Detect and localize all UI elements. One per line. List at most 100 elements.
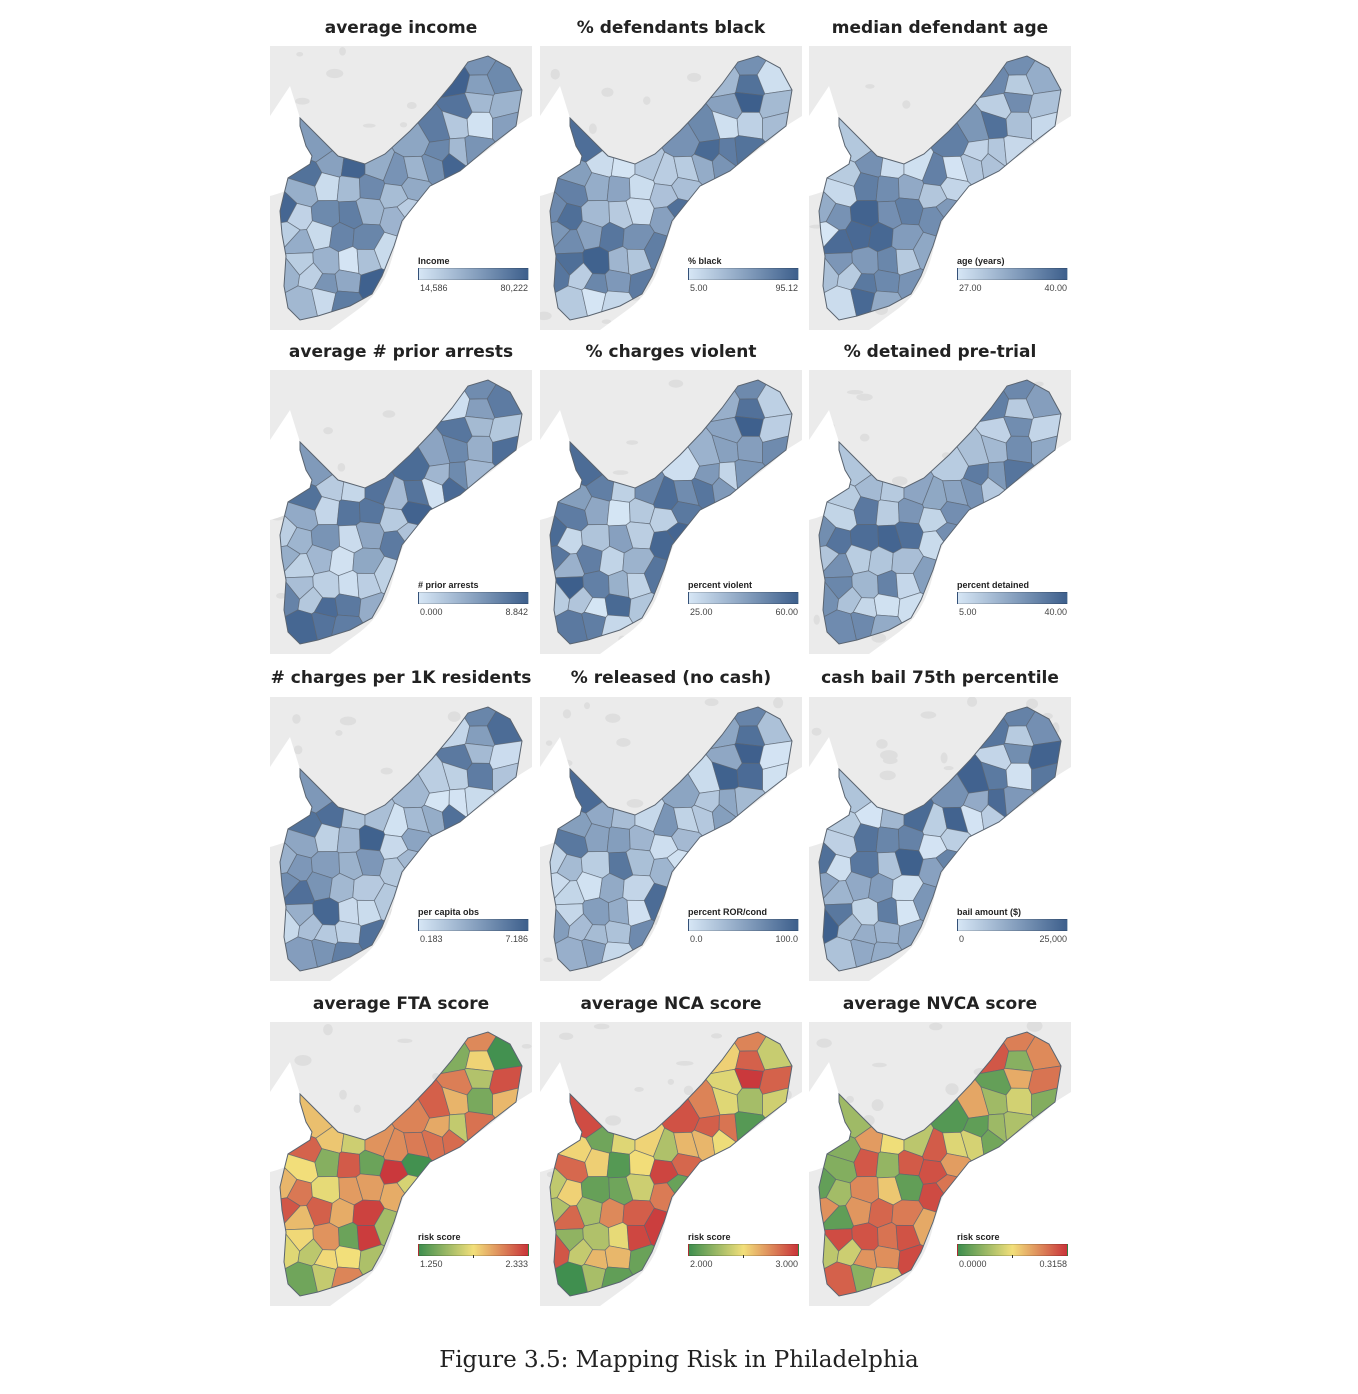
choropleth-map: bail amount ($) 0 25,000 (809, 697, 1071, 981)
legend-gradient-bar (957, 592, 1068, 604)
district-region (336, 826, 361, 854)
district-region (610, 108, 636, 179)
figure-caption: Figure 3.5: Mapping Risk in Philadelphia (439, 1347, 919, 1373)
choropleth-map: age (years) 27.00 40.00 (809, 46, 1071, 330)
district-region (879, 759, 905, 830)
district-region (819, 221, 840, 254)
district-region (879, 1084, 905, 1155)
district-region (280, 221, 301, 254)
district-region (736, 111, 764, 140)
legend-min-label: 5.00 (690, 283, 708, 293)
legend-min-label: 1.250 (420, 1259, 443, 1269)
legend-title: risk score (957, 1232, 1000, 1242)
legend-max-label: 3.000 (775, 1259, 798, 1269)
panel-title: average FTA score (312, 994, 490, 1014)
legend-gradient-bar (418, 592, 529, 604)
panel-title: median defendant age (831, 18, 1049, 38)
legend-min-label: 0.183 (420, 934, 443, 944)
color-legend: risk score 2.000 3.000 (688, 1232, 799, 1270)
district-region (875, 175, 900, 203)
legend-title: percent detained (957, 580, 1030, 590)
district-region (486, 56, 522, 95)
legend-gradient-bar (957, 919, 1068, 931)
legend-title: per capita obs (418, 907, 480, 917)
district-region (1005, 762, 1033, 791)
district-region (893, 707, 1010, 751)
district-region (334, 593, 362, 618)
district-region (819, 545, 840, 578)
legend-midpoint-tick (1012, 1255, 1013, 1258)
legend-title: % black (688, 256, 722, 266)
legend-midpoint-tick (743, 1255, 744, 1258)
city-outline (279, 55, 523, 321)
color-legend: risk score 0.0000 0.3158 (957, 1232, 1068, 1270)
choropleth-map: Income 14,586 80,222 (270, 46, 532, 330)
district-region (604, 920, 632, 945)
panel-title: average income (324, 18, 478, 38)
color-legend: risk score 1.250 2.333 (418, 1232, 529, 1270)
district-region (624, 380, 741, 424)
district-region (877, 569, 899, 598)
legend-gradient-bar (418, 268, 529, 280)
city-outline (279, 706, 523, 972)
legend-min-label: 0.000 (420, 607, 443, 617)
legend-title: risk score (418, 1232, 461, 1242)
district-region (877, 1221, 899, 1250)
philadelphia-map (809, 379, 1071, 654)
city-outline (279, 379, 523, 645)
district-region (1005, 435, 1033, 464)
city-outline (549, 1031, 793, 1297)
color-legend: % black 5.00 95.12 (688, 256, 799, 294)
district-region (756, 380, 792, 419)
philadelphia-map (809, 697, 1071, 981)
district-region (819, 1197, 840, 1230)
district-region (604, 593, 632, 618)
district-region (608, 896, 630, 925)
district-region (550, 545, 571, 578)
city-outline (549, 55, 793, 321)
legend-gradient-bar (418, 1244, 529, 1258)
district-region (466, 762, 494, 791)
legend-min-label: 5.00 (959, 607, 977, 617)
choropleth-map: # prior arrests 0.000 8.842 (270, 370, 532, 654)
choropleth-map: per capita obs 0.183 7.186 (270, 697, 532, 981)
legend-gradient-bar (688, 268, 799, 280)
choropleth-map: percent ROR/cond 0.0 100.0 (540, 697, 802, 981)
district-region (354, 56, 471, 100)
choropleth-map: risk score 2.000 3.000 (540, 1022, 802, 1306)
color-legend: Income 14,586 80,222 (418, 256, 529, 294)
district-region (466, 1087, 494, 1116)
district-region (606, 175, 631, 203)
district-region (1025, 380, 1061, 419)
color-legend: percent violent 25.00 60.00 (688, 580, 799, 618)
city-outline (549, 706, 793, 972)
district-region (1025, 56, 1061, 95)
district-region (736, 762, 764, 791)
district-region (550, 872, 571, 905)
city-outline (279, 1031, 523, 1297)
district-region (354, 707, 471, 751)
district-region (610, 759, 636, 830)
legend-max-label: 7.186 (505, 934, 528, 944)
panel-title: average NCA score (580, 994, 762, 1014)
panel-title: % detained pre-trial (843, 342, 1037, 362)
district-region (875, 1151, 900, 1179)
district-region (338, 1221, 360, 1250)
district-region (624, 1032, 741, 1076)
legend-min-label: 0.0 (690, 934, 703, 944)
panel-title: % released (no cash) (570, 668, 772, 688)
district-region (550, 221, 571, 254)
city-outline (818, 1031, 1062, 1297)
legend-max-label: 0.3158 (1039, 1259, 1067, 1269)
district-region (756, 56, 792, 95)
panel-title: % charges violent (585, 342, 757, 362)
legend-min-label: 0.0000 (959, 1259, 987, 1269)
legend-min-label: 2.000 (690, 1259, 713, 1269)
district-region (893, 1032, 1010, 1076)
legend-title: Income (418, 256, 450, 266)
legend-title: age (years) (957, 256, 1005, 266)
city-outline (818, 706, 1062, 972)
district-region (877, 245, 899, 274)
choropleth-map: percent detained 5.00 40.00 (809, 370, 1071, 654)
legend-title: risk score (688, 1232, 731, 1242)
